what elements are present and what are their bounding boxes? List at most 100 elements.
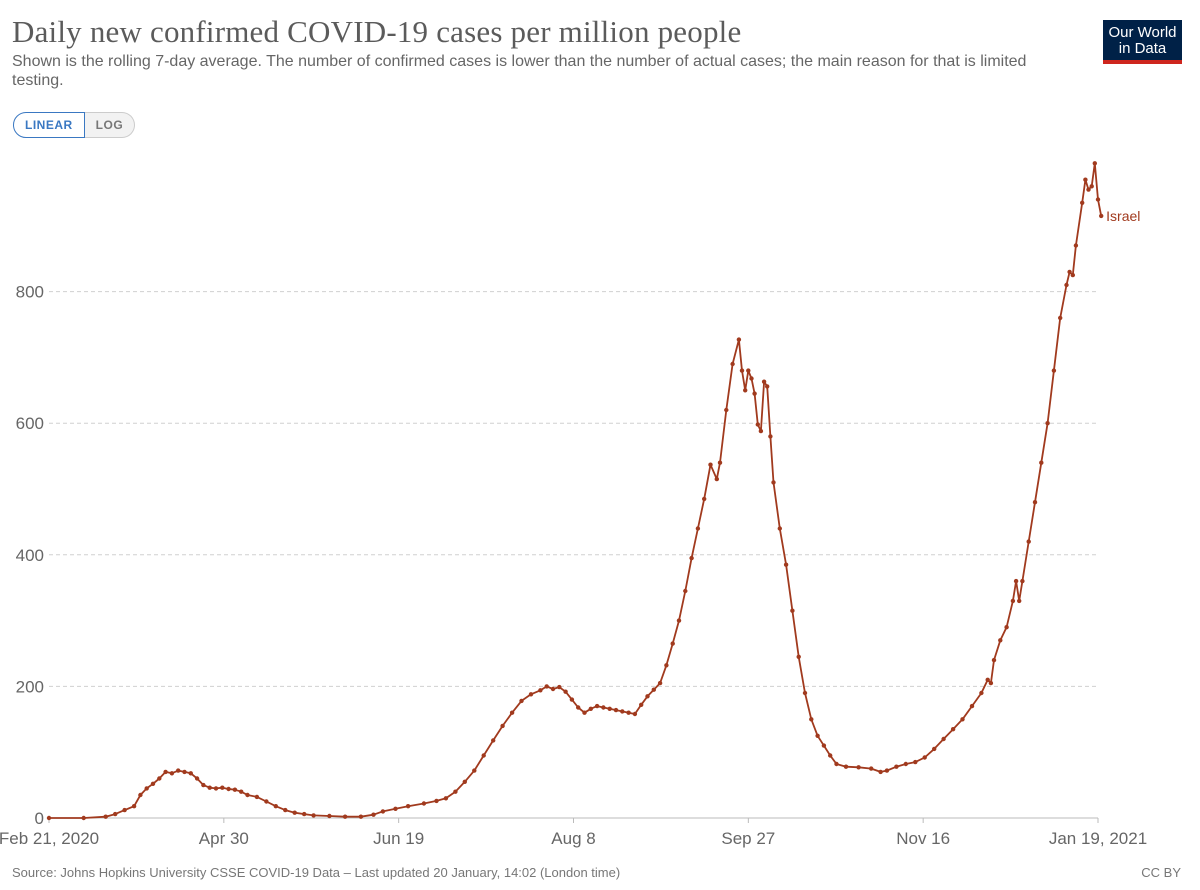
data-point [576, 705, 581, 710]
data-point [821, 743, 827, 748]
data-point [182, 769, 187, 775]
data-point [620, 709, 625, 714]
data-point [311, 813, 316, 818]
data-point [245, 792, 250, 798]
data-point [582, 710, 587, 715]
data-point [695, 526, 701, 531]
series-line-0 [49, 162, 1103, 819]
data-point [1045, 421, 1050, 426]
data-point [743, 388, 748, 393]
x-tick-label: Aug 8 [551, 829, 595, 848]
y-tick-label: 0 [35, 809, 44, 828]
data-point [226, 786, 231, 792]
data-point [453, 789, 458, 794]
scale-toggle: LINEAR LOG [13, 112, 136, 138]
data-point [380, 809, 386, 814]
data-point [941, 736, 946, 742]
data-point [472, 768, 477, 773]
data-point [730, 361, 735, 367]
series-label: Israel [1106, 208, 1140, 224]
data-point [122, 807, 127, 813]
data-point [550, 686, 556, 692]
license-link[interactable]: CC BY [1141, 865, 1181, 880]
data-point [1070, 272, 1076, 278]
data-point [834, 761, 839, 767]
data-point [856, 765, 861, 770]
data-point [645, 694, 650, 699]
axis-layer: 0 200 400 600 800 Feb 21, 2020 Apr 30 Jun 19 Aug… [0, 283, 1147, 848]
data-point [481, 753, 486, 758]
data-point [783, 562, 789, 567]
data-point [683, 588, 688, 594]
data-point [342, 814, 348, 819]
x-tick-label: Jun 19 [373, 829, 424, 848]
chart-title: Daily new confirmed COVID-19 cases per m… [12, 14, 742, 49]
data-point [960, 717, 965, 722]
data-point [1064, 282, 1069, 288]
data-point [519, 698, 524, 704]
data-point [998, 638, 1003, 643]
data-point [163, 769, 168, 775]
data-point [434, 798, 439, 804]
data-point [815, 733, 820, 738]
log-scale-button[interactable]: LOG [84, 112, 136, 138]
data-point [749, 376, 754, 381]
data-point [393, 806, 398, 811]
data-point [264, 799, 269, 804]
data-point [777, 526, 782, 531]
data-point [657, 680, 663, 686]
data-point [176, 768, 181, 773]
data-point [500, 723, 505, 729]
data-point [292, 810, 297, 815]
data-point [739, 368, 745, 373]
data-point [371, 812, 376, 817]
data-point [405, 804, 411, 809]
data-point [557, 684, 562, 690]
y-tick-label: 200 [16, 677, 44, 696]
data-point [358, 814, 364, 819]
data-point [594, 703, 600, 709]
data-point [903, 761, 908, 767]
data-point [421, 801, 427, 806]
data-point [1039, 460, 1044, 465]
data-point [81, 815, 86, 821]
data-point [1067, 269, 1072, 275]
data-point [1010, 598, 1016, 604]
data-point [802, 690, 808, 696]
data-point [613, 707, 619, 713]
data-point [1073, 243, 1079, 248]
linear-scale-button[interactable]: LINEAR [13, 112, 85, 138]
data-point [1020, 578, 1025, 584]
data-point [913, 759, 918, 765]
data-point [771, 480, 776, 485]
data-point [491, 738, 496, 743]
x-tick-label: Apr 30 [199, 829, 249, 848]
data-point [220, 785, 225, 790]
data-point [538, 688, 543, 693]
data-point [626, 710, 631, 715]
data-point [632, 711, 638, 717]
x-tick-label: Feb 21, 2020 [0, 829, 99, 848]
data-point [796, 654, 801, 659]
data-point [1013, 578, 1019, 584]
data-point [724, 407, 729, 413]
data-point [283, 807, 288, 813]
series-layer: Israel [46, 161, 1140, 821]
data-point [207, 785, 212, 790]
data-point [1099, 213, 1104, 219]
data-point [144, 786, 149, 791]
data-point [462, 779, 467, 784]
data-point [1004, 625, 1009, 630]
data-point [169, 771, 175, 776]
data-point [601, 705, 606, 710]
owid-logo[interactable]: Our World in Data [1103, 20, 1182, 64]
data-point [702, 496, 707, 502]
data-point [138, 792, 143, 798]
data-point [969, 703, 975, 709]
data-point [758, 428, 764, 434]
data-point [950, 727, 956, 732]
data-point [932, 746, 937, 752]
data-point [988, 680, 994, 686]
data-point [1083, 177, 1088, 182]
data-point [1092, 161, 1098, 166]
